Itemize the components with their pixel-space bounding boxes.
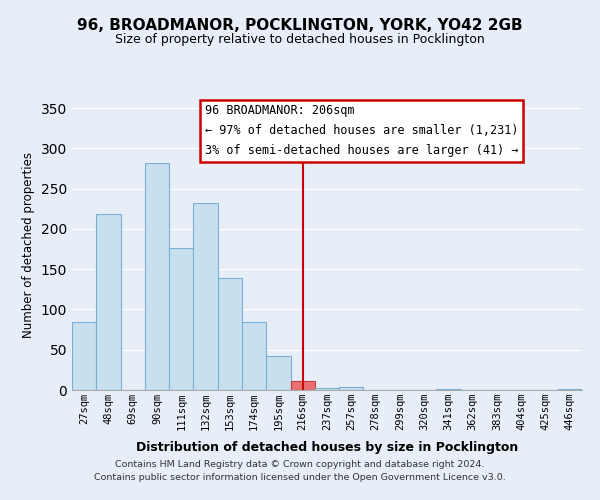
- X-axis label: Distribution of detached houses by size in Pocklington: Distribution of detached houses by size …: [136, 442, 518, 454]
- Bar: [290, 381, 315, 390]
- Bar: [242, 322, 266, 390]
- Bar: [169, 248, 193, 390]
- Y-axis label: Number of detached properties: Number of detached properties: [22, 152, 35, 338]
- Bar: [436, 389, 461, 390]
- Text: 96 BROADMANOR: 206sqm
← 97% of detached houses are smaller (1,231)
3% of semi-de: 96 BROADMANOR: 206sqm ← 97% of detached …: [205, 104, 518, 158]
- Text: Contains HM Land Registry data © Crown copyright and database right 2024.
Contai: Contains HM Land Registry data © Crown c…: [94, 460, 506, 482]
- Bar: [339, 387, 364, 390]
- Bar: [193, 203, 218, 390]
- Bar: [266, 356, 290, 390]
- Text: Size of property relative to detached houses in Pocklington: Size of property relative to detached ho…: [115, 32, 485, 46]
- Bar: [218, 278, 242, 390]
- Bar: [315, 388, 339, 390]
- Text: 96, BROADMANOR, POCKLINGTON, YORK, YO42 2GB: 96, BROADMANOR, POCKLINGTON, YORK, YO42 …: [77, 18, 523, 32]
- Bar: [145, 163, 169, 390]
- Bar: [96, 214, 121, 390]
- Bar: [72, 322, 96, 390]
- Bar: [558, 389, 582, 390]
